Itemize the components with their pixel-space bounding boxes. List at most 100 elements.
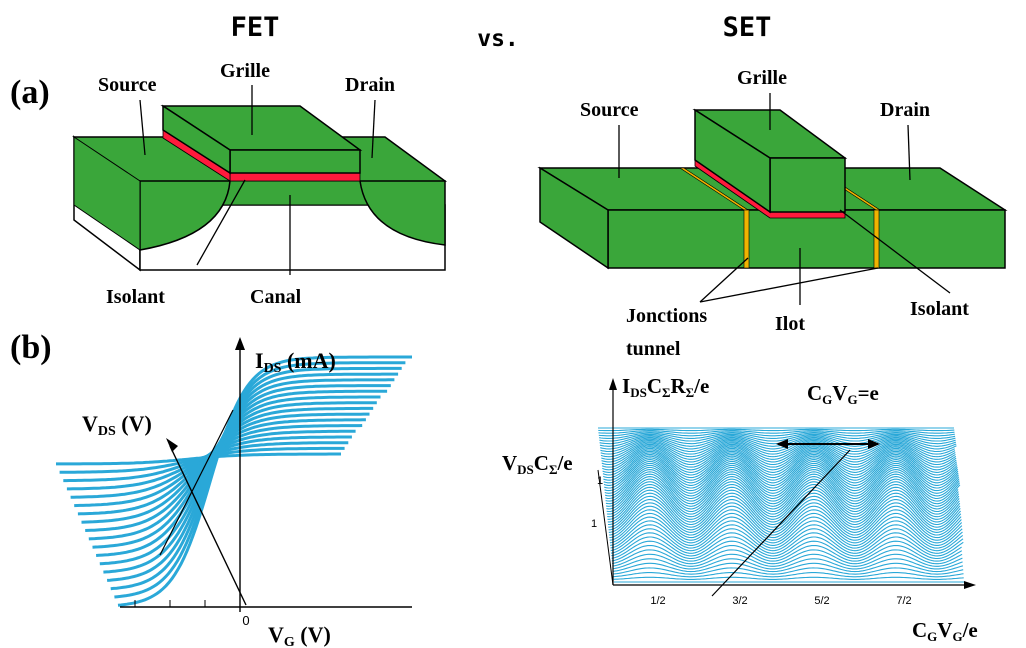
set-junction-arrow-left — [699, 257, 749, 303]
fet-channel-oxide-front — [229, 172, 361, 182]
fet-insulator-arrow — [196, 179, 246, 266]
set-curve — [601, 442, 956, 460]
fet-curve — [88, 401, 377, 541]
set-drain-label: Drain — [880, 99, 930, 121]
set-gate-side — [694, 108, 771, 214]
vs-title: vs. — [477, 26, 519, 52]
set-source-label: Source — [580, 99, 639, 121]
set-period-part: G — [847, 392, 857, 407]
set-curve — [603, 457, 959, 486]
set-x-tick-label: 3/2 — [732, 595, 747, 607]
set-y-tick-label: 1 — [591, 518, 597, 530]
set-x-tick-label: 1/2 — [650, 595, 665, 607]
set-vds-part: /e — [556, 451, 572, 475]
set-curve — [605, 466, 960, 500]
set-curve-family — [598, 427, 964, 583]
set-curve — [599, 432, 956, 439]
fet-curve — [107, 372, 399, 582]
panel-a-label: (a) — [10, 74, 50, 111]
fet-gate-side — [162, 104, 231, 175]
set-curve — [613, 572, 964, 578]
set-y-part: C — [647, 374, 662, 398]
set-curve — [602, 447, 957, 471]
set-curve — [604, 460, 959, 492]
set-curve — [601, 445, 957, 466]
set-period-part: G — [822, 392, 832, 407]
set-curve — [611, 544, 963, 562]
set-curve — [605, 471, 961, 505]
fet-curve — [56, 452, 341, 466]
fet-curve — [117, 355, 412, 607]
set-period-arrow-left-head — [776, 439, 788, 449]
set-y-part: Σ — [662, 385, 671, 400]
set-curve — [612, 562, 964, 573]
fet-curve — [92, 395, 381, 549]
fet-curve — [85, 406, 374, 532]
set-curve — [604, 462, 960, 494]
set-curve — [609, 516, 963, 544]
set-x-part: G — [952, 629, 962, 644]
set-y-part: R — [670, 374, 686, 398]
set-curve — [605, 469, 961, 502]
set-curve — [600, 441, 956, 458]
set-curve — [612, 549, 963, 565]
fet-current-axis-arrowhead — [235, 337, 245, 350]
fet-drain-label: Drain — [345, 74, 395, 96]
set-vds-axis — [597, 469, 614, 586]
set-curve — [598, 430, 955, 434]
fet-title: FET — [231, 12, 280, 43]
fet-gate-label: Grille — [220, 60, 270, 82]
fet-source-well — [139, 180, 231, 251]
set-curve — [607, 486, 960, 520]
set-x-part: /e — [962, 618, 978, 642]
set-curve — [607, 489, 961, 523]
set-period-part: =e — [858, 381, 879, 405]
set-vds-part: C — [534, 451, 549, 475]
set-curve — [609, 509, 962, 539]
set-coulomb-oscillation-plot: 1/2 3/2 5/2 7/2 1 1 IDSCΣRΣ/e VDSCΣ/e CG… — [502, 374, 978, 644]
fet-gate-front — [229, 149, 361, 174]
set-y-part: /e — [693, 374, 709, 398]
set-curve — [610, 520, 963, 546]
set-current-axis-arrowhead — [609, 378, 617, 390]
set-curve — [601, 443, 956, 463]
set-device: Source Grille Drain Isolant Ilot Jonctio… — [537, 67, 1008, 360]
fet-insulator-label: Isolant — [106, 286, 165, 308]
set-junctions-label-2: tunnel — [626, 338, 681, 360]
fet-curve — [81, 412, 370, 524]
fet-device: Source Grille Drain Isolant Canal — [72, 60, 448, 308]
set-curve — [606, 478, 960, 513]
set-curve — [598, 431, 955, 437]
set-curve — [599, 433, 956, 442]
fet-vds-axis-label: VDS (V) — [82, 411, 152, 439]
fet-vds-unit: (V) — [116, 411, 152, 436]
fet-curve-family — [56, 355, 412, 607]
fet-source-side — [73, 136, 141, 251]
fet-curve — [114, 361, 406, 599]
set-curve — [608, 502, 962, 533]
set-junctions-label-1: Jonctions — [626, 305, 707, 327]
set-curve — [607, 483, 960, 518]
set-y-tick-label: 1 — [597, 475, 603, 487]
fet-vds-sub: DS — [98, 424, 116, 439]
set-curve — [599, 436, 957, 447]
set-gate-charge-axis-arrowhead — [964, 581, 976, 589]
set-curve — [604, 464, 960, 497]
set-threshold-line — [711, 449, 851, 597]
fet-source-arrow — [139, 99, 146, 156]
fet-curve — [103, 378, 395, 574]
set-curve — [602, 449, 957, 473]
fet-vds-axis — [169, 445, 247, 606]
set-curve — [613, 576, 964, 580]
set-period-part: V — [832, 381, 847, 405]
set-junction-left — [743, 209, 750, 269]
set-y-part: I — [622, 374, 630, 398]
set-x-axis-label: CGVG/e — [912, 618, 978, 644]
set-curve — [606, 481, 960, 515]
set-curve — [602, 450, 958, 476]
set-y-part: Σ — [686, 385, 695, 400]
set-curve — [600, 437, 957, 450]
set-period-part: C — [807, 381, 822, 405]
set-junction-arrow-right — [699, 267, 879, 303]
set-curve — [601, 446, 957, 468]
